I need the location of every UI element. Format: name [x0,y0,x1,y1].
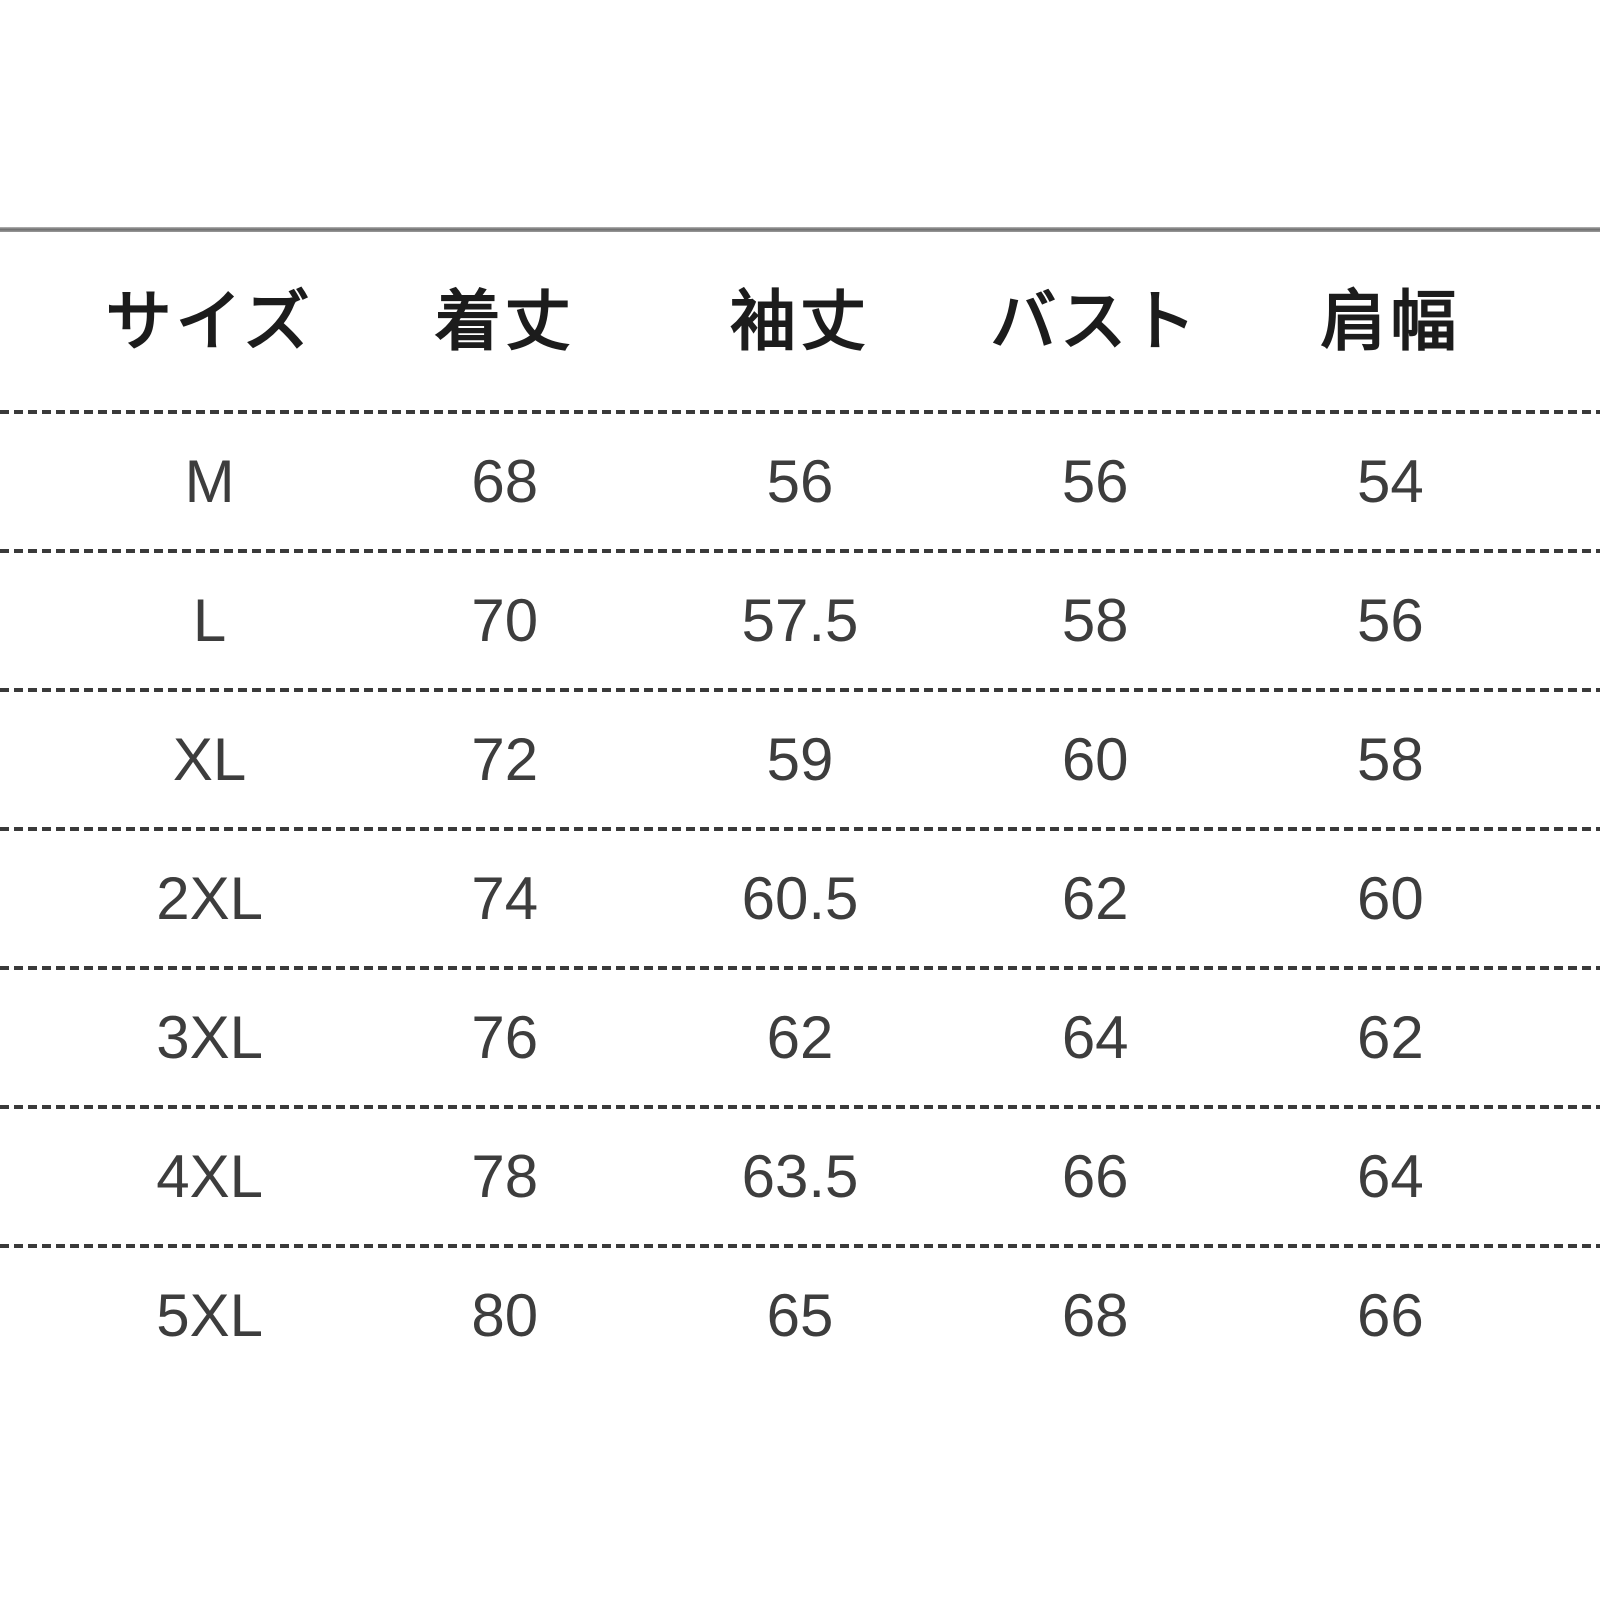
header-cell-bust: バスト [990,283,1201,358]
table-row: 2XL 74 60.5 62 60 [0,829,1600,970]
value-cell: 64 [1061,1004,1129,1071]
value-cell: 54 [1357,448,1424,515]
size-cell: 5XL [156,1282,263,1349]
table-top-border [0,227,1600,232]
value-cell: 74 [471,865,539,932]
header-cell-size: サイズ [105,283,314,358]
value-cell: 68 [471,448,539,515]
value-cell: 57.5 [741,587,859,654]
value-cell: 59 [766,726,834,793]
value-cell: 80 [471,1282,539,1349]
value-cell: 60.5 [741,865,859,932]
value-cell: 60 [1061,726,1129,793]
size-cell: XL [172,726,247,793]
value-cell: 56 [766,448,834,515]
value-cell: 66 [1357,1282,1424,1349]
value-cell: 78 [471,1143,539,1210]
size-table: サイズ 着丈 袖丈 バスト 肩幅 M 68 56 56 54 L 70 57.5 58 56 XL 7… [0,233,1600,1385]
value-cell: 65 [766,1282,834,1349]
value-cell: 68 [1061,1282,1129,1349]
header-cell-length: 着丈 [434,283,575,358]
value-cell: 62 [1061,865,1129,932]
value-cell: 56 [1357,587,1424,654]
size-cell: 2XL [156,865,263,932]
table-row: M 68 56 56 54 [0,412,1600,553]
table-row: 4XL 78 63.5 66 64 [0,1107,1600,1248]
value-cell: 66 [1061,1143,1129,1210]
size-cell: M [184,448,235,515]
table-row: 3XL 76 62 64 62 [0,968,1600,1109]
size-cell: L [192,587,227,654]
value-cell: 64 [1357,1143,1424,1210]
value-cell: 60 [1357,865,1424,932]
value-cell: 62 [766,1004,834,1071]
header-cell-shoulder: 肩幅 [1320,283,1461,358]
size-cell: 3XL [156,1004,263,1071]
value-cell: 58 [1357,726,1424,793]
header-cell-sleeve: 袖丈 [729,283,870,358]
value-cell: 76 [471,1004,539,1071]
value-cell: 58 [1061,587,1129,654]
table-row: 5XL 80 65 68 66 [0,1246,1600,1385]
value-cell: 70 [471,587,539,654]
table-row: XL 72 59 60 58 [0,690,1600,831]
value-cell: 72 [471,726,539,793]
value-cell: 62 [1357,1004,1424,1071]
table-body: M 68 56 56 54 L 70 57.5 58 56 XL 72 59 60 58 2XL 74 60.5 6… [0,412,1600,1385]
table-row: L 70 57.5 58 56 [0,551,1600,692]
table-header-row: サイズ 着丈 袖丈 バスト 肩幅 [0,233,1600,414]
size-cell: 4XL [156,1143,263,1210]
value-cell: 56 [1061,448,1129,515]
value-cell: 63.5 [741,1143,859,1210]
